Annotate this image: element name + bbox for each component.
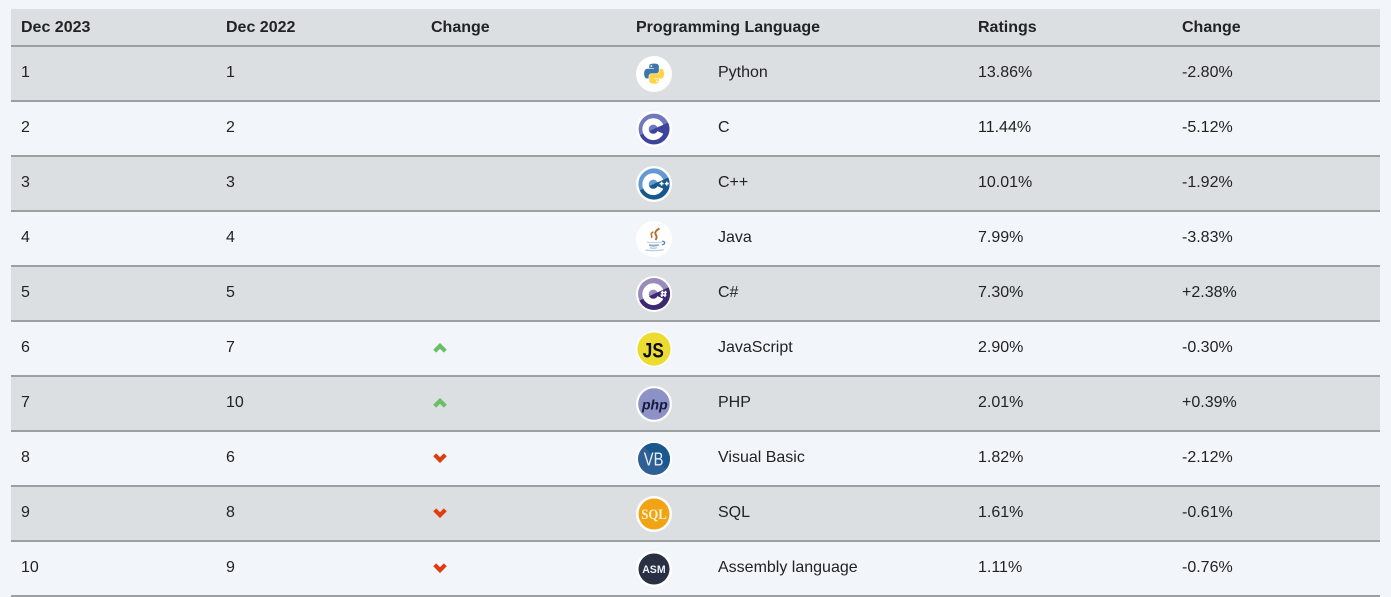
svg-text:ASM: ASM (642, 563, 665, 575)
svg-text:JS: JS (643, 338, 664, 362)
svg-text:VB: VB (644, 449, 664, 470)
svg-text:SQL: SQL (641, 506, 667, 522)
svg-text:php: php (641, 396, 668, 412)
